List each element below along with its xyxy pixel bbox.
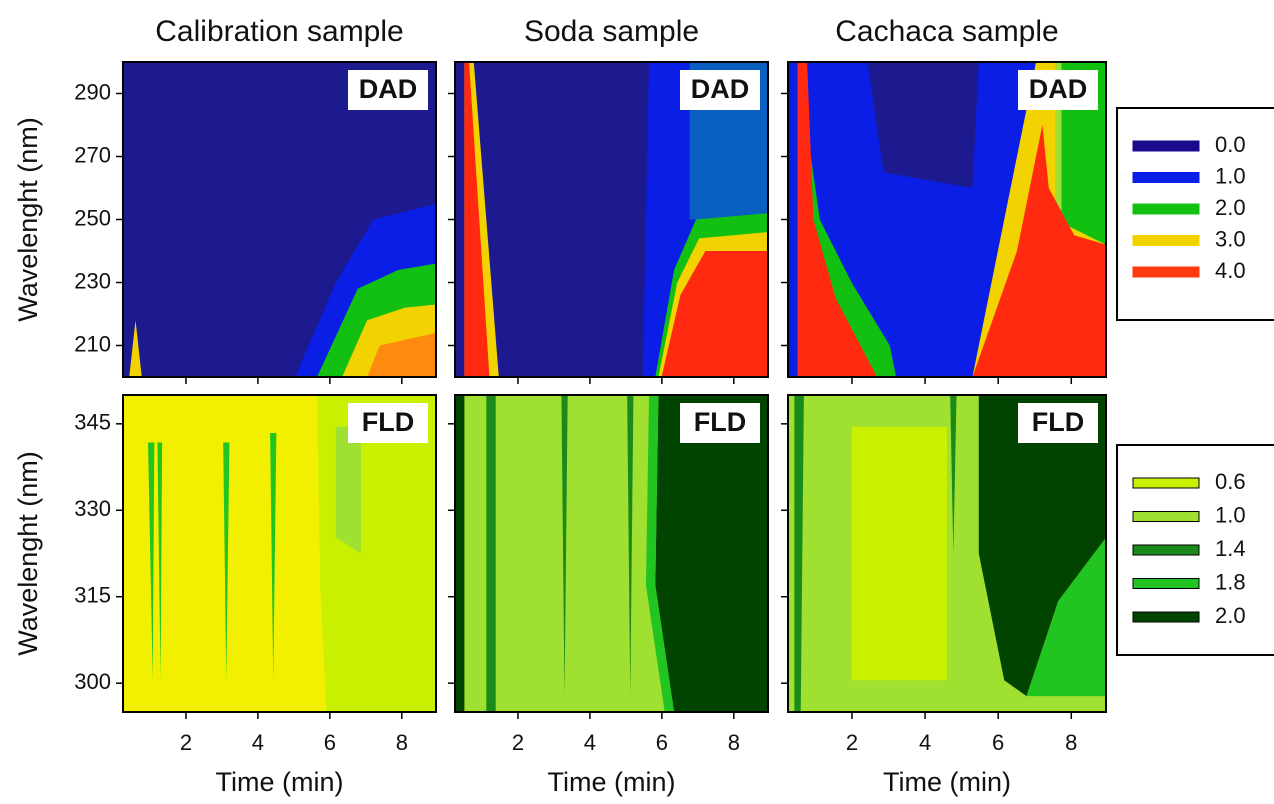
legend-swatch (1132, 235, 1200, 246)
y-axis-label: Wavelenght (nm) (13, 117, 43, 322)
contour-fill (270, 433, 277, 681)
contour-fill (794, 395, 804, 712)
y-tick-label: 345 (74, 410, 111, 435)
legend-label: 2.0 (1215, 195, 1246, 220)
x-tick-label: 6 (656, 730, 668, 755)
legend-swatch (1132, 511, 1200, 522)
legend-label: 1.0 (1215, 502, 1246, 527)
legend-swatch (1132, 266, 1200, 278)
contour-fill (223, 442, 230, 681)
x-tick-label: 4 (919, 730, 931, 755)
y-tick-label: 210 (74, 331, 111, 356)
panel-title: Soda sample (524, 15, 699, 48)
panel-label-box (348, 403, 428, 443)
contour-fill (851, 426, 947, 681)
panel-label: FLD (1032, 407, 1084, 437)
contour-fill (129, 320, 142, 377)
x-tick-label: 6 (992, 730, 1004, 755)
y-tick-label: 300 (74, 669, 111, 694)
y-tick-label: 290 (74, 79, 111, 104)
x-tick-label: 8 (1065, 730, 1077, 755)
plot-frame (787, 394, 1107, 713)
legend-label: 0.0 (1215, 132, 1246, 157)
contour-fill (972, 125, 1106, 377)
contour-fill (655, 395, 768, 712)
panel-label-box (1018, 403, 1098, 443)
y-tick-label: 230 (74, 268, 111, 293)
contour-fill (486, 395, 496, 712)
plot-frame (454, 394, 769, 713)
x-tick-label: 2 (180, 730, 192, 755)
panel-label: DAD (1029, 74, 1088, 104)
y-tick-label: 270 (74, 142, 111, 167)
panel-label-box (1018, 70, 1098, 110)
legend-label: 3.0 (1215, 226, 1246, 251)
contour-fill (464, 62, 490, 377)
x-tick-label: 2 (846, 730, 858, 755)
x-axis-label: Time (min) (883, 767, 1011, 797)
contour-fill (797, 62, 878, 377)
contour-fill (157, 442, 163, 681)
contour-fill (950, 395, 957, 554)
x-tick-label: 4 (584, 730, 596, 755)
legend-swatch (1132, 578, 1200, 589)
panel-label-box (348, 70, 428, 110)
contour-fill (1026, 537, 1106, 697)
contour-fill (978, 395, 1106, 697)
panel-label-box (680, 403, 760, 443)
contour-fill (367, 332, 436, 377)
x-axis-label: Time (min) (216, 767, 344, 797)
contour-fill (335, 426, 361, 554)
y-tick-label: 330 (74, 496, 111, 521)
panel-title: Calibration sample (155, 15, 403, 48)
legend-label: 2.0 (1215, 603, 1246, 628)
contour-fill (661, 251, 768, 377)
contour-fill (627, 395, 634, 697)
legend-label: 0.6 (1215, 469, 1246, 494)
legend-swatch (1132, 477, 1200, 489)
legend-label: 1.4 (1215, 536, 1246, 561)
y-tick-label: 250 (74, 205, 111, 230)
legend-swatch (1132, 172, 1200, 183)
plot-frame (122, 394, 437, 713)
x-tick-label: 8 (728, 730, 740, 755)
legend-label: 1.0 (1215, 163, 1246, 188)
legend-swatch (1132, 544, 1200, 556)
contour-fill (561, 395, 568, 697)
x-axis-label: Time (min) (548, 767, 676, 797)
legend-swatch (1132, 203, 1200, 215)
x-tick-label: 6 (324, 730, 336, 755)
legend-swatch (1132, 611, 1200, 623)
panel-label: FLD (694, 407, 746, 437)
x-tick-label: 2 (512, 730, 524, 755)
panel-label-box (680, 70, 760, 110)
panel-label: DAD (691, 74, 750, 104)
legend-label: 1.8 (1215, 569, 1246, 594)
legend-label: 4.0 (1215, 258, 1246, 283)
x-tick-label: 8 (396, 730, 408, 755)
y-tick-label: 315 (74, 583, 111, 608)
panel-title: Cachaca sample (835, 15, 1058, 48)
contour-fill (867, 62, 979, 188)
x-tick-label: 4 (252, 730, 264, 755)
panel-label: FLD (362, 407, 414, 437)
y-axis-label: Wavelenght (nm) (13, 451, 43, 656)
contour-fill (148, 442, 155, 681)
legend-swatch (1132, 140, 1200, 152)
contour-fill (645, 395, 675, 712)
contour-fill (455, 395, 465, 712)
panel-label: DAD (359, 74, 418, 104)
